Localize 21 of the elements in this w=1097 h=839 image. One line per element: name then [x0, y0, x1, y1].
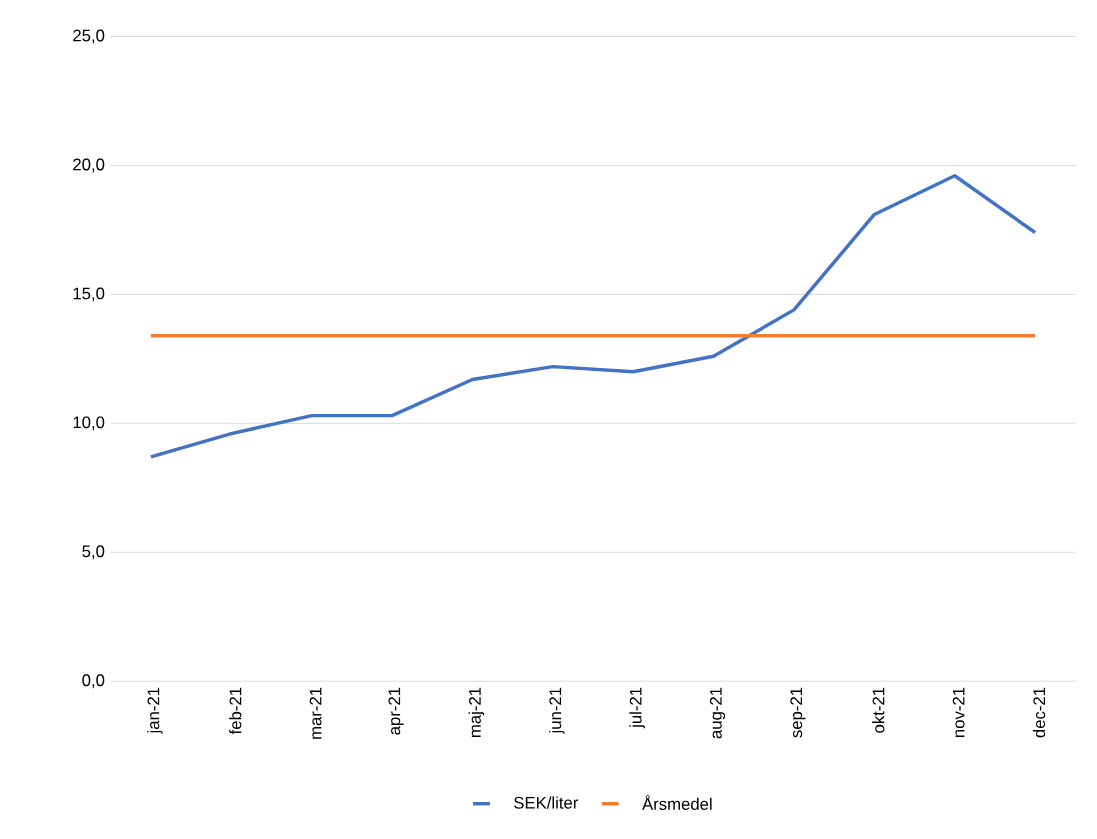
x-tick-label: nov-21	[952, 687, 965, 737]
x-tick-label: feb-21	[229, 687, 242, 735]
x-tick-label: dec-21	[1032, 687, 1046, 738]
line-series	[149, 173, 1037, 459]
x-tick-label: okt-21	[872, 687, 885, 733]
legend-label: SEK/liter	[514, 796, 579, 809]
x-tick-label: maj-21	[468, 687, 485, 737]
y-tick-label: 20,0	[73, 158, 105, 173]
x-tick-label: sep-21	[790, 687, 806, 738]
x-tick-label: jul-21	[629, 687, 645, 729]
x-tick-label: jan-21	[147, 687, 163, 734]
y-tick-label: 0,0	[82, 674, 105, 689]
x-tick-label: aug-21	[709, 687, 726, 739]
x-tick-label: apr-21	[388, 687, 404, 735]
y-tick-label: 5,0	[82, 545, 105, 560]
legend-label: Årsmedel	[642, 795, 712, 810]
y-tick-label: 15,0	[73, 287, 105, 302]
y-tick-label: 25,0	[73, 29, 105, 44]
y-tick-label: 10,0	[73, 416, 105, 431]
x-tick-label: mar-21	[309, 687, 322, 739]
x-tick-label: jun-21	[548, 687, 565, 734]
